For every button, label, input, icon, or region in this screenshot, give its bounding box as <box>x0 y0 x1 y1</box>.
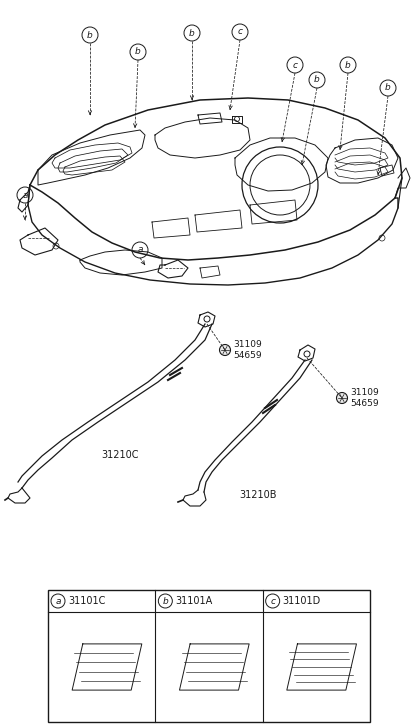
Text: a: a <box>137 246 143 254</box>
Text: 31101D: 31101D <box>283 596 321 606</box>
Text: 31109
54659: 31109 54659 <box>233 340 262 360</box>
Text: 31101A: 31101A <box>175 596 213 606</box>
Text: 31101C: 31101C <box>68 596 105 606</box>
Bar <box>48 590 370 722</box>
Text: b: b <box>163 596 168 606</box>
Text: c: c <box>237 28 242 36</box>
Text: c: c <box>270 596 275 606</box>
Text: 31210B: 31210B <box>239 490 277 500</box>
Text: b: b <box>385 84 391 92</box>
Text: a: a <box>22 190 28 199</box>
Text: c: c <box>293 60 298 70</box>
Text: b: b <box>314 76 320 84</box>
Text: a: a <box>55 596 61 606</box>
Text: b: b <box>345 60 351 70</box>
Text: b: b <box>189 28 195 38</box>
Circle shape <box>219 345 230 356</box>
Circle shape <box>336 393 347 403</box>
Text: 31109
54659: 31109 54659 <box>350 388 379 408</box>
Text: 31210C: 31210C <box>101 450 139 460</box>
Text: b: b <box>87 31 93 39</box>
Text: b: b <box>135 47 141 57</box>
